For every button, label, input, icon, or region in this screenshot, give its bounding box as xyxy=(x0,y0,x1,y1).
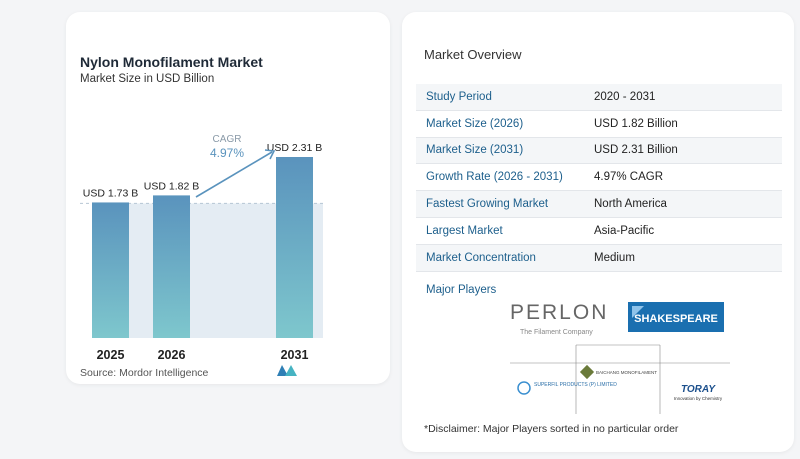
perlon-logo-text: PERLON xyxy=(510,301,608,324)
chart-card: Nylon Monofilament Market Market Size in… xyxy=(66,12,390,384)
data-label-2026: USD 1.82 B xyxy=(144,180,199,192)
overview-row-label: Market Size (2026) xyxy=(426,117,524,130)
major-players-logos: PERLON The Filament Company SHAKESPEARE … xyxy=(510,294,732,414)
bar-chart: USD 1.73 B 2025 USD 1.82 B 2026 USD 2.31 B 20… xyxy=(80,134,324,362)
bar-2031 xyxy=(276,157,313,338)
source-text: Source: Mordor Intelligence xyxy=(80,367,209,379)
superfil-logo: SUPERFIL PRODUCTS (P) LIMITED xyxy=(517,381,617,395)
toray-logo-text: TORAY xyxy=(681,384,716,395)
cagr-arrow-head xyxy=(264,149,276,160)
mordor-logo-icon xyxy=(277,365,297,376)
x-tick-label-2026: 2026 xyxy=(158,348,186,362)
chart-subtitle: Market Size in USD Billion xyxy=(80,73,215,85)
data-label-2031: USD 2.31 B xyxy=(267,142,322,154)
shakespeare-logo: SHAKESPEARE xyxy=(628,302,724,332)
overview-row-value: 4.97% CAGR xyxy=(594,171,664,184)
superfil-logo-text: SUPERFIL PRODUCTS (P) LIMITED xyxy=(534,382,617,388)
x-tick-label-2025: 2025 xyxy=(97,348,125,362)
overview-title: Market Overview xyxy=(424,47,522,62)
perlon-logo-tagline: The Filament Company xyxy=(520,329,593,336)
bar-2025 xyxy=(92,202,129,338)
major-players-label: Major Players xyxy=(426,284,497,296)
overview-row: Market Concentration Medium xyxy=(416,244,782,272)
baichang-logo-text: BAICHANG MONOFILAMENT xyxy=(596,370,657,375)
overview-row-value: 2020 - 2031 xyxy=(594,90,656,103)
overview-row: Fastest Growing Market North America xyxy=(416,191,782,218)
overview-row-label: Fastest Growing Market xyxy=(426,198,549,211)
disclaimer-text: *Disclaimer: Major Players sorted in no … xyxy=(424,423,679,435)
overview-row-label: Market Size (2031) xyxy=(426,144,524,157)
overview-panel: Market Overview Study Period 2020 - 2031 M… xyxy=(402,12,794,452)
overview-row: Growth Rate (2026 - 2031) 4.97% CAGR xyxy=(416,164,782,192)
overview-table: Study Period 2020 - 2031 Market Size (2026… xyxy=(416,84,782,272)
bar-2026 xyxy=(153,195,190,338)
baichang-logo: BAICHANG MONOFILAMENT xyxy=(579,364,657,380)
overview-row: Market Size (2026) USD 1.82 Billion xyxy=(416,111,782,138)
cagr-label: CAGR xyxy=(213,134,242,145)
overview-row-value: Medium xyxy=(594,251,635,264)
overview-row-label: Growth Rate (2026 - 2031) xyxy=(426,171,563,184)
overview-row-label: Largest Market xyxy=(426,224,503,237)
data-label-2025: USD 1.73 B xyxy=(83,187,138,199)
cagr-arrow xyxy=(195,151,273,198)
perlon-logo: PERLON The Filament Company xyxy=(510,301,608,336)
overview-row-value: USD 2.31 Billion xyxy=(594,144,678,157)
overview-row: Market Size (2031) USD 2.31 Billion xyxy=(416,137,782,165)
overview-row: Study Period 2020 - 2031 xyxy=(416,84,782,111)
toray-logo-tagline: Innovation by Chemistry xyxy=(674,396,723,401)
x-tick-label-2031: 2031 xyxy=(281,348,309,362)
overview-row-value: Asia-Pacific xyxy=(594,224,655,237)
overview-row: Largest Market Asia-Pacific xyxy=(416,218,782,245)
overview-row-value: North America xyxy=(594,198,667,211)
overview-row-label: Market Concentration xyxy=(426,251,536,264)
toray-logo: TORAY Innovation by Chemistry xyxy=(674,384,723,401)
chart-title: Nylon Monofilament Market xyxy=(80,54,263,70)
overview-row-label: Study Period xyxy=(426,90,492,103)
shakespeare-logo-text: SHAKESPEARE xyxy=(634,313,718,325)
cagr-value: 4.97% xyxy=(210,146,244,160)
overview-row-value: USD 1.82 Billion xyxy=(594,117,678,130)
